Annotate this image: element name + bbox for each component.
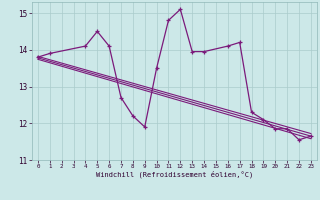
X-axis label: Windchill (Refroidissement éolien,°C): Windchill (Refroidissement éolien,°C) (96, 171, 253, 178)
